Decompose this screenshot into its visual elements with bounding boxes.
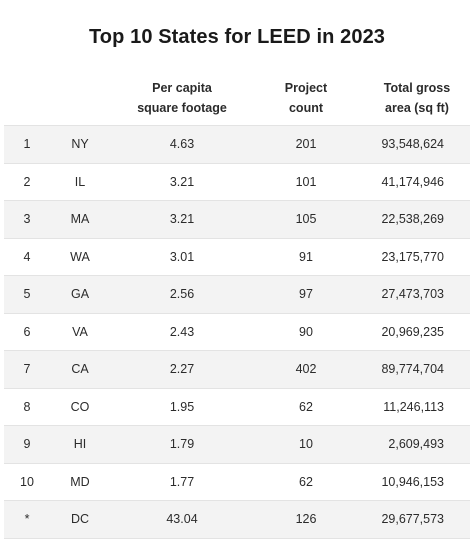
rank-cell: 9 <box>23 437 31 451</box>
header-project-count-line2: count <box>288 101 324 115</box>
state-cell: CA <box>71 362 89 376</box>
rank-cell: * <box>24 512 30 526</box>
state-cell: IL <box>74 174 86 189</box>
rank-cell: 5 <box>23 287 31 301</box>
total-area-cell: 41,174,946 <box>381 174 444 189</box>
total-area-cell: 27,473,703 <box>381 287 444 301</box>
state-cell: CO <box>70 399 90 414</box>
table-top-divider <box>4 125 470 126</box>
total-area-cell: 29,677,573 <box>381 512 444 526</box>
per-capita-cell: 3.21 <box>169 212 195 226</box>
rank-cell: 7 <box>23 362 31 376</box>
total-area-cell: 22,538,269 <box>381 212 444 226</box>
project-count-cell: 105 <box>295 212 317 226</box>
table-row: 4 WA 3.01 91 23,175,770 <box>4 238 470 276</box>
total-area-cell: 89,774,704 <box>381 362 444 376</box>
per-capita-cell: 2.56 <box>169 287 195 301</box>
table-row: 5 GA 2.56 97 27,473,703 <box>4 276 470 314</box>
state-cell: DC <box>70 512 90 526</box>
table-row: 3 MA 3.21 105 22,538,269 <box>4 201 470 239</box>
state-cell: VA <box>72 324 88 339</box>
rank-cell: 10 <box>20 474 34 489</box>
rank-cell: 2 <box>23 174 31 189</box>
per-capita-cell: 3.21 <box>169 174 195 189</box>
table-title: Top 10 States for LEED in 2023 <box>88 26 386 48</box>
total-area-cell: 23,175,770 <box>381 249 444 264</box>
state-cell: NY <box>71 137 89 151</box>
total-area-cell: 2,609,493 <box>388 437 444 451</box>
project-count-cell: 91 <box>299 249 313 264</box>
project-count-cell: 62 <box>299 399 313 414</box>
rank-cell: 4 <box>23 249 31 264</box>
header-total-gross-area-line1: Total gross <box>383 81 451 95</box>
table-row: 1 NY 4.63 201 93,548,624 <box>4 126 470 164</box>
table-header: Per capita square footage Project count … <box>4 78 470 122</box>
state-cell: MD <box>70 474 90 489</box>
per-capita-cell: 3.01 <box>169 249 195 264</box>
header-project-count: Project count <box>266 78 346 118</box>
project-count-cell: 402 <box>295 362 317 376</box>
per-capita-cell: 1.77 <box>169 474 195 489</box>
header-total-gross-area-line2: area (sq ft) <box>385 101 449 115</box>
project-count-cell: 90 <box>299 324 313 339</box>
header-per-capita: Per capita square footage <box>122 78 242 118</box>
table-row: 10 MD 1.77 62 10,946,153 <box>4 463 470 501</box>
rank-cell: 8 <box>23 399 31 414</box>
project-count-cell: 97 <box>299 287 313 301</box>
per-capita-cell: 1.79 <box>169 437 195 451</box>
header-project-count-line1: Project <box>284 81 328 95</box>
per-capita-cell: 4.63 <box>169 137 195 151</box>
rank-cell: 1 <box>23 137 31 151</box>
state-cell: HI <box>73 437 87 451</box>
project-count-cell: 101 <box>295 174 317 189</box>
leed-states-table: 1 NY 4.63 201 93,548,624 2 IL 3.21 101 4… <box>4 126 470 539</box>
per-capita-cell: 2.43 <box>169 324 195 339</box>
table-row: 7 CA 2.27 402 89,774,704 <box>4 351 470 389</box>
header-total-gross-area: Total gross area (sq ft) <box>364 78 470 118</box>
project-count-cell: 62 <box>299 474 313 489</box>
total-area-cell: 93,548,624 <box>381 137 444 151</box>
total-area-cell: 10,946,153 <box>381 474 444 489</box>
total-area-cell: 20,969,235 <box>381 324 444 339</box>
project-count-cell: 201 <box>295 137 317 151</box>
header-per-capita-line2: square footage <box>137 101 227 115</box>
per-capita-cell: 1.95 <box>169 399 195 414</box>
table-row: * DC 43.04 126 29,677,573 <box>4 501 470 539</box>
project-count-cell: 10 <box>299 437 313 451</box>
header-per-capita-line1: Per capita <box>152 81 212 95</box>
per-capita-cell: 43.04 <box>166 512 198 526</box>
table-row: 9 HI 1.79 10 2,609,493 <box>4 426 470 464</box>
state-cell: MA <box>70 212 90 226</box>
state-cell: GA <box>70 287 90 301</box>
per-capita-cell: 2.27 <box>169 362 195 376</box>
total-area-cell: 11,246,113 <box>383 399 444 414</box>
state-cell: WA <box>70 249 90 264</box>
rank-cell: 3 <box>23 212 31 226</box>
rank-cell: 6 <box>23 324 31 339</box>
table-row: 8 CO 1.95 62 11,246,113 <box>4 388 470 426</box>
project-count-cell: 126 <box>295 512 317 526</box>
table-row: 6 VA 2.43 90 20,969,235 <box>4 313 470 351</box>
table-row: 2 IL 3.21 101 41,174,946 <box>4 163 470 201</box>
